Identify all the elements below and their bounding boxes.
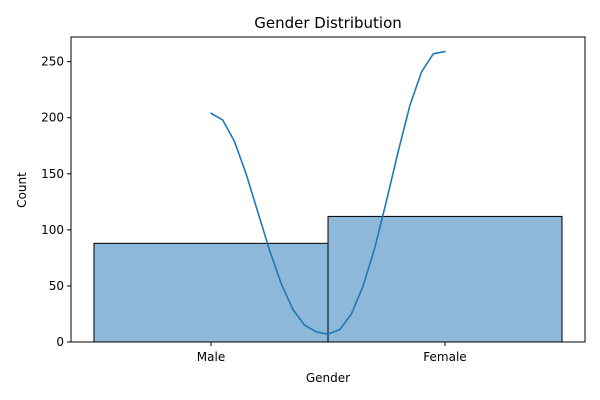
y-tick-label: 50 bbox=[49, 279, 64, 293]
y-tick-label: 100 bbox=[41, 223, 64, 237]
x-tick-label-female: Female bbox=[423, 350, 466, 364]
bar-male bbox=[93, 242, 329, 343]
x-tick-label-male: Male bbox=[197, 350, 225, 364]
axes-frame bbox=[70, 36, 586, 343]
x-axis-label: Gender bbox=[306, 371, 350, 385]
y-tick-label: 200 bbox=[41, 111, 64, 125]
y-tick-label: 250 bbox=[41, 55, 64, 69]
y-axis-label: Count bbox=[15, 172, 29, 208]
y-tick-label: 150 bbox=[41, 167, 64, 181]
kde-line bbox=[210, 50, 446, 335]
y-axis-ticks: 0 50 100 150 200 250 bbox=[41, 55, 71, 349]
bar-female bbox=[327, 215, 563, 343]
x-axis-ticks: Male Female bbox=[197, 342, 467, 364]
chart-title: Gender Distribution bbox=[254, 14, 402, 32]
y-tick-label: 0 bbox=[56, 335, 64, 349]
bars-group bbox=[93, 215, 563, 343]
